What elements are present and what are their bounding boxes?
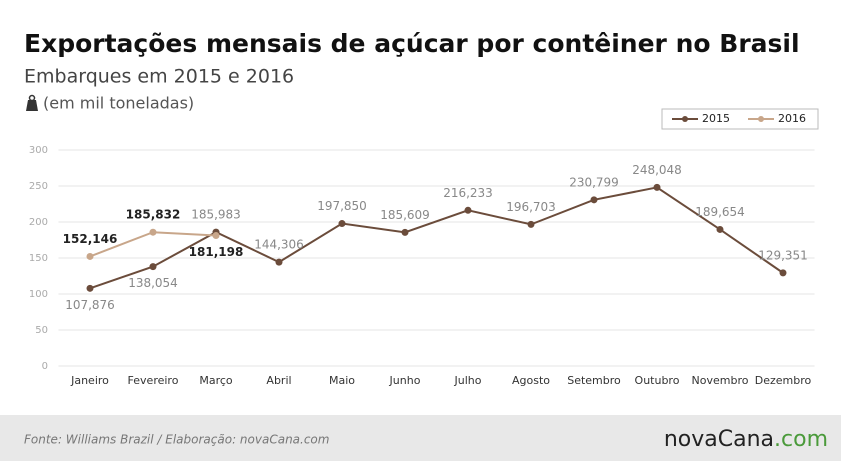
source: Fonte: Williams Brazil / Elaboração: nov… [24,433,329,447]
data-label: 189,654 [695,205,745,219]
data-label: 107,876 [65,298,115,312]
y-tick-label: 0 [42,361,48,372]
y-tick-label: 50 [35,325,48,336]
weight-icon [26,94,38,111]
x-tick-label: Julho [454,374,482,387]
y-tick-label: 200 [29,217,48,228]
data-point [149,228,157,236]
data-label: 185,609 [380,208,430,222]
x-tick-label: Maio [329,374,355,387]
data-label: 129,351 [758,248,808,262]
data-label: 185,832 [126,208,181,222]
chart-title: Exportações mensais de açúcar por contêi… [24,29,800,58]
x-tick-label: Fevereiro [128,374,179,387]
logo-suffix: .com [774,427,828,452]
data-point [212,232,220,240]
data-point [527,220,535,228]
x-tick-label: Março [199,374,233,387]
x-tick-label: Setembro [567,374,621,387]
y-tick-label: 100 [29,289,48,300]
data-label: 181,198 [189,245,244,259]
data-label: 216,233 [443,186,493,200]
x-tick-label: Dezembro [755,374,812,387]
chart-subtitle: Embarques em 2015 e 2016 [24,66,294,88]
y-tick-label: 250 [29,181,48,192]
x-tick-label: Agosto [512,374,550,387]
data-point [401,228,409,236]
series-line [89,186,784,290]
data-point [590,196,598,204]
data-point [338,220,346,228]
data-label: 230,799 [569,175,619,189]
data-label: 248,048 [632,163,682,177]
x-tick-label: Outubro [635,374,680,387]
data-label: 197,850 [317,199,367,213]
x-tick-label: Abril [266,374,291,387]
data-point [779,269,787,277]
x-tick-label: Janeiro [70,374,109,387]
data-point [653,183,661,191]
data-point [86,252,94,260]
legend-box [661,108,819,130]
legend-label: 2016 [778,112,806,125]
data-label: 144,306 [254,238,304,252]
legend-marker [682,116,688,122]
x-tick-label: Junho [389,374,421,387]
legend-label: 2015 [702,112,730,125]
unit-note: (em mil toneladas) [43,94,194,113]
y-tick-label: 150 [29,253,48,264]
data-point [149,263,157,271]
data-label: 196,703 [506,200,556,214]
footer-band [0,415,841,461]
data-point [275,258,283,266]
data-point [86,284,94,292]
y-tick-label: 300 [29,145,48,156]
logo-main: novaCana [664,427,774,452]
legend: 2015 2016 [661,108,819,130]
data-label: 138,054 [128,276,178,290]
data-point [716,225,724,233]
data-label: 152,146 [63,232,118,246]
data-point [464,206,472,214]
logo: novaCana.com [664,427,828,452]
legend-marker [758,116,764,122]
data-label: 185,983 [191,208,241,222]
x-tick-label: Novembro [692,374,749,387]
